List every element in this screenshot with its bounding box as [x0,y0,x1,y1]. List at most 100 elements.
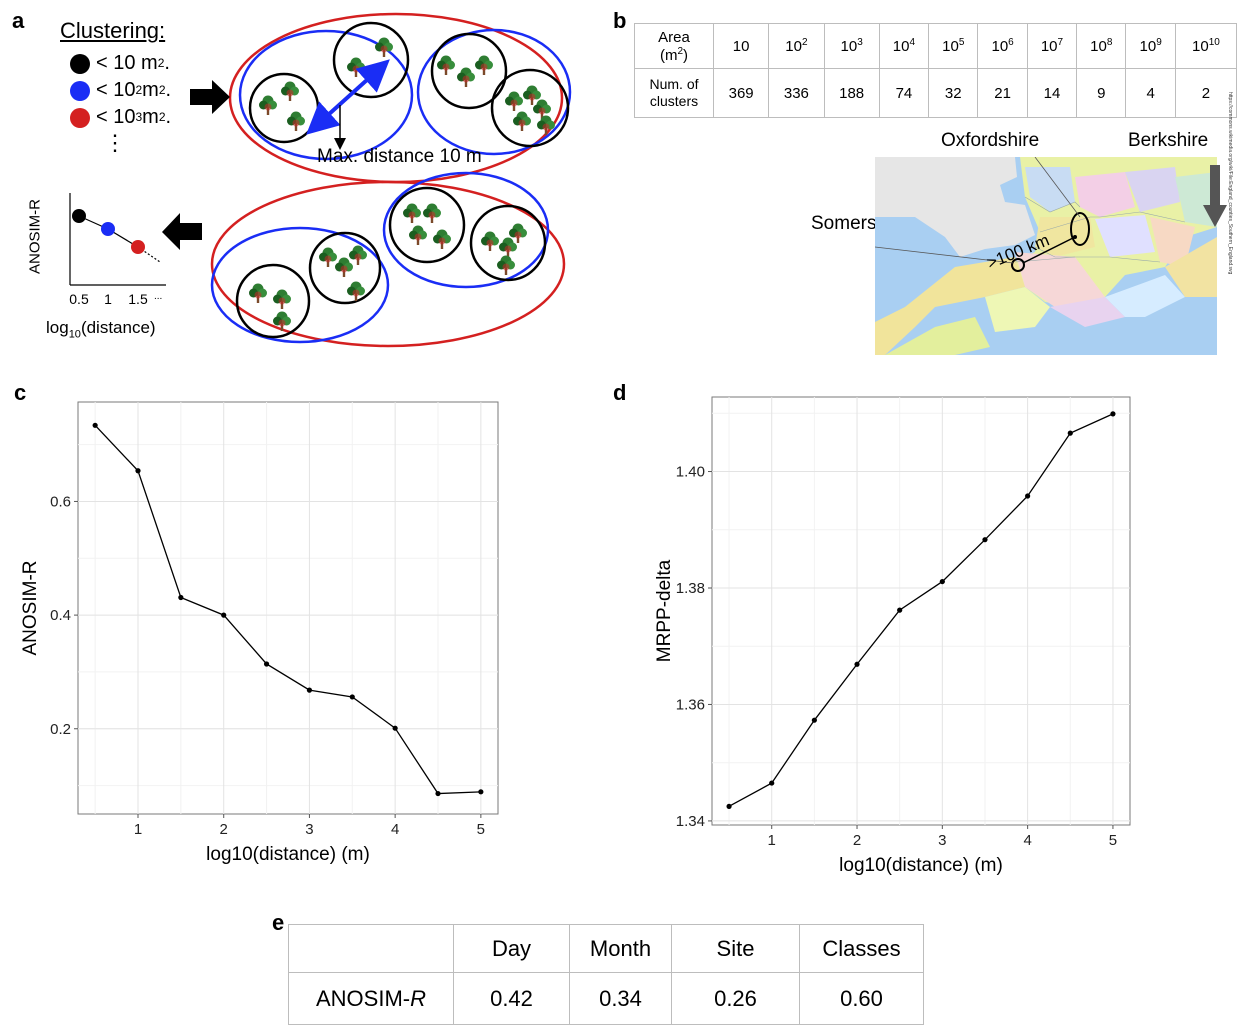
panel-label-b: b [613,8,627,33]
area-cell: 105 [928,23,979,69]
area-cell: 109 [1125,23,1176,69]
x-tick-label: 2 [220,821,228,838]
data-point [1025,493,1031,499]
y-tick-label: 1.36 [676,696,705,713]
data-point [811,717,817,723]
table-e-cell: 0.26 [671,972,800,1025]
data-point [221,612,227,618]
data-point [478,789,484,795]
area-header: Area (m2) [634,23,714,69]
legend-text: . [165,79,172,101]
area-cell: 107 [1026,23,1078,69]
area-cell: 1010 [1174,23,1237,69]
data-point [92,422,98,428]
data-point [939,578,945,585]
area-unit: (m [659,46,678,64]
legend-text: . [164,52,170,74]
legend-text: < 10 m [96,52,158,74]
chart-c: 1 2 3 4 5 0.2 0.4 0.6 log10(distance) (m) ANOSIM-… [20,401,499,865]
x-tick-label: 5 [1109,832,1117,849]
data-point [769,780,775,786]
y-tick-label: 0.2 [50,721,71,738]
data-point [306,687,313,693]
map-arrow [1203,165,1227,227]
panel-label-d: d [613,380,627,405]
panel-label-e: e [272,910,285,935]
mini-ylabel: ANOSIM-R [26,199,44,274]
area-cell: 10 [712,23,770,69]
table-e-row-label: ANOSIM-R [288,972,454,1025]
map-credit: https://commons.wikimedia.org/wiki/File:… [1227,92,1233,275]
count-cell: 74 [878,68,930,118]
y-tick-label: 0.4 [50,607,71,624]
legend-sup: 2 [135,83,143,97]
area-unit: ) [683,46,689,64]
data-point [726,803,732,809]
mini-xlabel-text: log [46,318,69,337]
data-point [178,594,184,601]
legend-sup: 3 [135,110,143,124]
count-cell: 9 [1076,68,1127,118]
area-header-text: Area [658,28,690,46]
table-e-header [288,924,454,973]
table-e-cell: 0.60 [799,972,924,1025]
mini-xlabel-text: (distance) [80,318,156,337]
area-cell: 103 [823,23,880,69]
mini-xlabel-sub: 10 [68,328,81,341]
legend-text: m [142,106,159,128]
count-header: Num. of clusters [634,68,714,118]
mini-xtick: 0.5 [69,291,89,307]
y-tick-label: 1.38 [676,580,705,597]
legend-ellipsis: ⋮ [104,130,126,155]
y-tick-label: 1.34 [676,813,705,830]
count-cell: 32 [928,68,979,118]
data-point [263,661,270,667]
series-line [728,413,1114,807]
legend-text: < 10 [96,106,136,128]
mini-xlabel: log10(distance) [46,318,156,340]
table-e-cell: 0.42 [453,972,570,1025]
table-e-cell: 0.34 [569,972,672,1025]
y-tick-label: 0.6 [50,493,71,510]
x-tick-label: 3 [938,832,946,849]
x-tick-label: 2 [853,832,861,849]
chart-d: 1 2 3 4 5 1.34 1.36 1.38 1.40 log10(distance) (m)… [654,396,1131,876]
legend-dot-red [70,107,90,128]
legend-sup: 2 [158,110,166,124]
count-cell: 336 [768,68,825,118]
clustering-title: Clustering: [60,18,166,43]
legend-text: . [165,106,172,128]
area-clusters-table: Area (m2) 10 102 103 104 105 106 107 108 … [634,23,1237,118]
count-cell: 369 [712,68,770,118]
y-tick-label: 1.40 [676,464,705,481]
row-label-italic: R [410,985,426,1011]
max-distance-label: Max. distance 10 m [317,146,482,167]
count-cell: 4 [1125,68,1176,118]
x-axis-label: log10(distance) (m) [839,855,1003,876]
row-label-text: ANOSIM- [315,985,411,1011]
data-point [854,661,860,667]
legend-dot-blue [70,80,90,101]
area-unit-sup: 2 [677,45,684,57]
x-tick-label: 4 [1023,832,1031,849]
map-graphic [875,157,1217,355]
legend-sup: 2 [158,83,166,97]
table-e-header: Month [569,924,672,973]
table-e-header-row: Day Month Site Classes [288,924,924,973]
panel-label-a: a [12,8,25,33]
y-axis-label: ANOSIM-R [20,561,41,656]
x-tick-label: 1 [134,821,142,838]
x-axis-label: log10(distance) (m) [206,844,370,865]
count-cell: 14 [1026,68,1078,118]
data-point [897,607,903,613]
table-e-header: Day [453,924,570,973]
area-cell: 102 [768,23,825,69]
legend-text: < 10 [96,79,136,101]
plot-area [711,396,1131,826]
map-label-berkshire: Berkshire [1128,130,1209,151]
mini-xtick: 1 [104,291,112,307]
southern-england-map [875,157,1217,355]
